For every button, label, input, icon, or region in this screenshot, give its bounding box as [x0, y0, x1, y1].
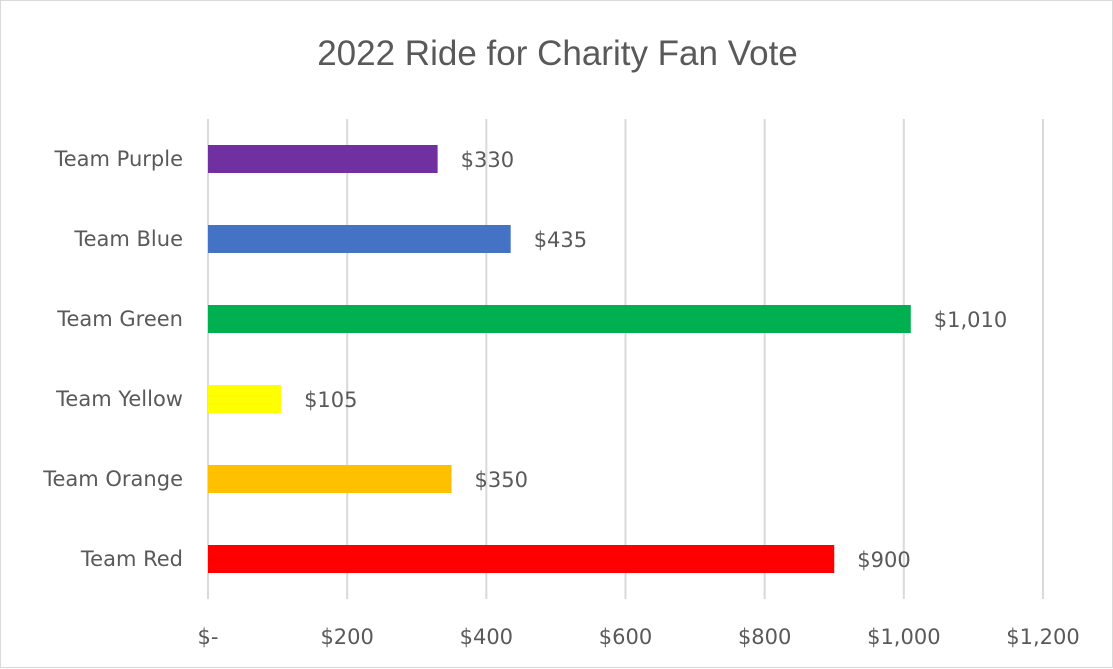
- x-tick-label: $-: [198, 625, 219, 649]
- x-tick-label: $400: [460, 625, 513, 649]
- bar: [208, 545, 835, 573]
- x-tick-label: $200: [320, 625, 373, 649]
- bar: [208, 465, 452, 493]
- x-tick-label: $1,000: [867, 625, 940, 649]
- data-label: $1,010: [934, 308, 1007, 332]
- category-label: Team Green: [56, 307, 183, 331]
- data-label: $900: [857, 548, 910, 572]
- bars: [208, 145, 911, 573]
- bar: [208, 385, 282, 413]
- x-tick-label: $600: [599, 625, 652, 649]
- category-label: Team Orange: [42, 467, 183, 491]
- category-label: Team Red: [80, 547, 183, 571]
- labels: $- $200 $400 $600 $800 $1,000 $1,200 Team Purpl…: [42, 147, 1080, 649]
- category-label: Team Blue: [73, 227, 183, 251]
- data-label: $330: [461, 148, 514, 172]
- gridlines: [207, 119, 1044, 599]
- x-tick-label: $800: [738, 625, 791, 649]
- category-label: Team Purple: [53, 147, 183, 171]
- category-label: Team Yellow: [55, 387, 183, 411]
- data-label: $435: [534, 228, 587, 252]
- x-tick-label: $1,200: [1006, 625, 1079, 649]
- bar: [208, 225, 511, 253]
- bar: [208, 145, 438, 173]
- data-label: $350: [475, 468, 528, 492]
- bar: [208, 305, 911, 333]
- data-label: $105: [304, 388, 357, 412]
- chart-title: 2022 Ride for Charity Fan Vote: [317, 34, 798, 73]
